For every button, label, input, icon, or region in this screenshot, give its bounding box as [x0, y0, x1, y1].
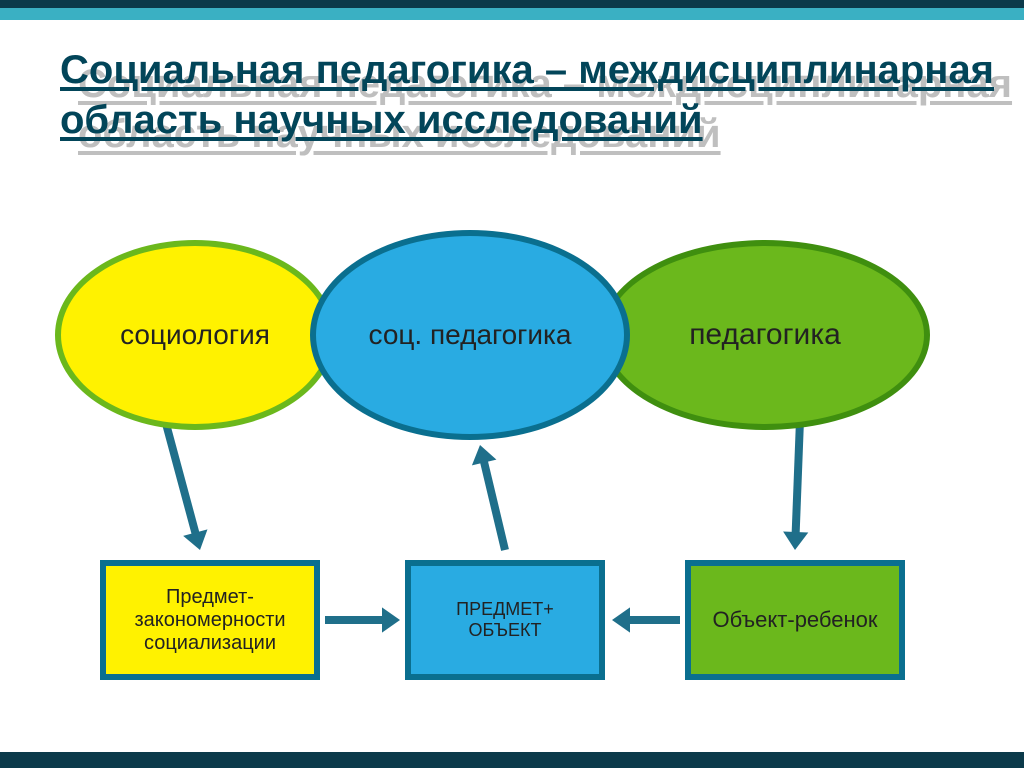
- top-bar-dark: [0, 0, 1024, 8]
- box-subject-object: ПРЕДМЕТ+ ОБЪЕКТ: [405, 560, 605, 680]
- ellipse-right-label: педагогика: [689, 318, 841, 352]
- box-object-child: Объект-ребенок: [685, 560, 905, 680]
- box-right-label: Объект-ребенок: [712, 607, 877, 633]
- ellipse-left-label: социология: [120, 319, 270, 351]
- box-left-label: Предмет- закономерности социализации: [134, 586, 285, 655]
- ellipse-center-label: соц. педагогика: [369, 319, 572, 351]
- title-block: Социальная педагогика – междисциплинарна…: [60, 45, 1024, 145]
- page-title: Социальная педагогика – междисциплинарна…: [60, 45, 1024, 145]
- bottom-bar: [0, 752, 1024, 768]
- box-subject-regularities: Предмет- закономерности социализации: [100, 560, 320, 680]
- box-center-label: ПРЕДМЕТ+ ОБЪЕКТ: [456, 599, 554, 641]
- top-bar: [0, 0, 1024, 22]
- ellipse-social-pedagogy: соц. педагогика: [310, 230, 630, 440]
- ellipse-sociology: социология: [55, 240, 335, 430]
- ellipse-pedagogy: педагогика: [600, 240, 930, 430]
- top-bar-teal: [0, 8, 1024, 20]
